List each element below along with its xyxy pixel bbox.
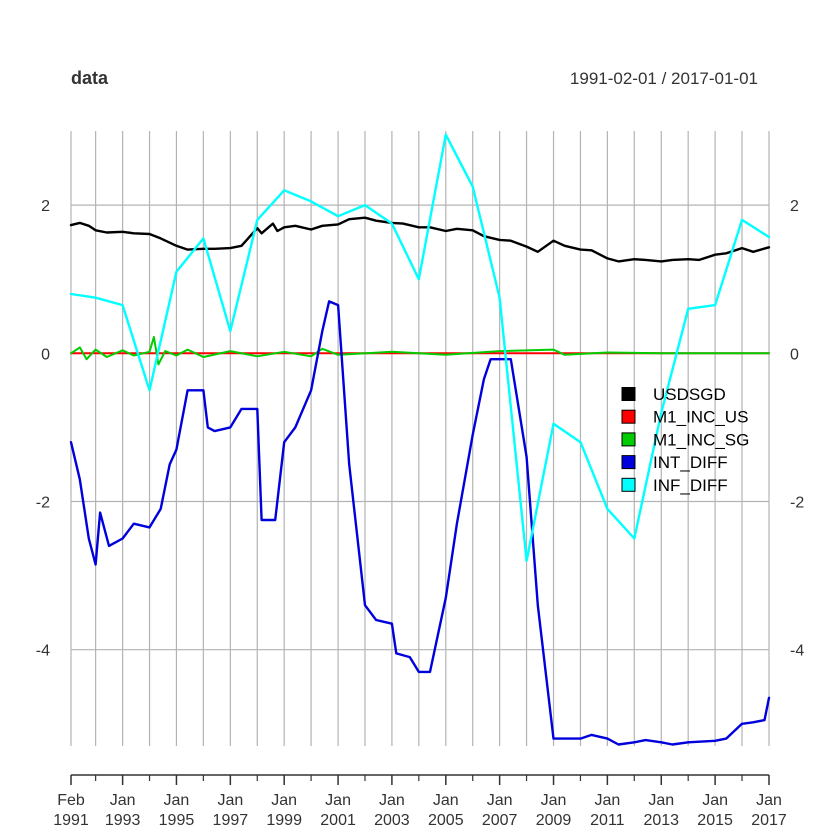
y-tick-label-right: 0 <box>790 346 799 363</box>
y-tick-label-right: 2 <box>790 198 799 215</box>
legend-swatch <box>621 409 636 424</box>
x-tick-label-year: 2009 <box>536 812 572 829</box>
legend-label: USDSGD <box>653 385 726 404</box>
x-tick-label-year: 2017 <box>751 812 787 829</box>
x-tick-label-month: Jan <box>487 792 513 809</box>
y-tick-label-right: -4 <box>790 643 804 660</box>
y-axis-right: 2 0 -2 -4 <box>790 198 804 660</box>
legend-swatch <box>621 432 636 447</box>
y-axis-left: 2 0 -2 -4 <box>36 198 50 660</box>
legend-swatch <box>621 387 636 401</box>
legend-label: M1_INC_US <box>653 408 748 427</box>
x-tick-label-year: 2003 <box>374 812 410 829</box>
chart-title: data <box>71 68 109 88</box>
x-tick-label-month: Jan <box>702 792 728 809</box>
series-line-usdsgd <box>69 216 771 263</box>
x-tick-label-month: Jan <box>648 792 674 809</box>
x-tick-label-year: 1991 <box>53 812 89 829</box>
x-tick-label-year: 2007 <box>482 812 518 829</box>
x-tick-label-month: Jan <box>325 792 351 809</box>
series-line-m1-inc-sg <box>70 336 770 366</box>
y-tick-label-left: -2 <box>36 494 50 511</box>
x-tick-label-year: 2001 <box>320 812 356 829</box>
x-tick-label-month: Feb <box>57 792 85 809</box>
legend-swatch <box>621 455 636 470</box>
x-tick-label-year: 1997 <box>213 812 249 829</box>
x-axis: Feb 1991 Jan 1993 Jan 1995 Jan 1997 Jan 1999 Jan 20… <box>53 774 787 829</box>
x-tick-label-month: Jan <box>217 792 243 809</box>
x-tick-label-month: Jan <box>271 792 297 809</box>
legend-swatch <box>621 477 636 492</box>
x-tick-label-year: 2005 <box>428 812 464 829</box>
x-tick-label-month: Jan <box>756 792 782 809</box>
series-line-int-diff <box>69 300 771 746</box>
x-tick-label-month: Jan <box>379 792 405 809</box>
x-tick-label-month: Jan <box>594 792 620 809</box>
legend-label: INT_DIFF <box>653 453 728 472</box>
x-tick-label-month: Jan <box>433 792 459 809</box>
y-tick-label-right: -2 <box>790 494 804 511</box>
series-line-inf-diff <box>69 133 771 562</box>
x-tick-label-year: 2013 <box>643 812 679 829</box>
y-tick-label-left: 0 <box>41 346 50 363</box>
y-tick-label-left: 2 <box>41 198 50 215</box>
x-tick-label-year: 2015 <box>697 812 733 829</box>
legend: USDSGD M1_INC_US M1_INC_SG INT_DIFF INF_DIFF <box>621 385 749 495</box>
x-tick-label-year: 2011 <box>590 812 625 829</box>
x-tick-label-month: Jan <box>541 792 567 809</box>
x-tick-label-month: Jan <box>164 792 190 809</box>
x-tick-label-month: Jan <box>110 792 136 809</box>
legend-label: INF_DIFF <box>653 476 728 495</box>
x-tick-label-year: 1999 <box>266 812 302 829</box>
x-tick-label-year: 1993 <box>105 812 141 829</box>
y-tick-label-left: -4 <box>36 643 50 660</box>
legend-label: M1_INC_SG <box>653 430 749 449</box>
x-tick-label-year: 1995 <box>159 812 195 829</box>
series-lines <box>69 133 771 746</box>
chart-date-range: 1991-02-01 / 2017-01-01 <box>570 69 758 88</box>
